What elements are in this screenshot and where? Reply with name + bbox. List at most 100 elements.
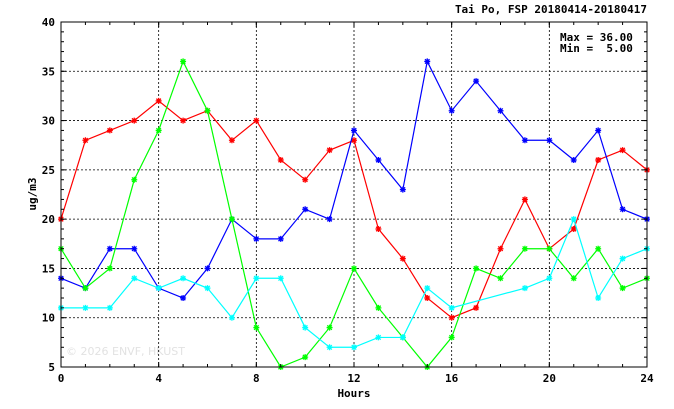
- data-point-marker: [448, 304, 455, 311]
- data-point-marker: [155, 97, 162, 104]
- data-point-marker: [473, 304, 480, 311]
- data-point-marker: [131, 117, 138, 124]
- data-point-marker: [253, 324, 260, 331]
- data-point-marker: [497, 275, 504, 282]
- data-point-marker: [228, 314, 235, 321]
- data-point-marker: [546, 275, 553, 282]
- max-stat: Max = 36.00: [560, 31, 633, 44]
- data-point-marker: [375, 157, 382, 163]
- series-layer: [58, 58, 650, 370]
- data-point-marker: [521, 196, 528, 203]
- data-point-marker: [473, 78, 480, 85]
- data-point-marker: [326, 344, 333, 351]
- data-point-marker: [277, 235, 284, 242]
- data-point-marker: [448, 334, 455, 341]
- data-point-marker: [82, 137, 89, 144]
- grid: [61, 22, 647, 367]
- x-tick-label: 4: [155, 372, 162, 385]
- data-point-marker: [253, 275, 260, 282]
- x-tick-label: 24: [640, 372, 654, 385]
- data-point-marker: [570, 157, 577, 163]
- data-point-marker: [326, 147, 333, 154]
- data-point-marker: [253, 235, 260, 242]
- data-point-marker: [180, 275, 187, 282]
- x-tick-label: 12: [347, 372, 360, 385]
- data-point-marker: [253, 117, 260, 124]
- data-point-marker: [375, 334, 382, 341]
- data-point-marker: [473, 265, 480, 272]
- data-point-marker: [448, 107, 455, 114]
- data-point-marker: [399, 334, 406, 341]
- data-point-marker: [546, 245, 553, 252]
- data-point-marker: [180, 295, 187, 301]
- data-point-marker: [351, 127, 357, 134]
- x-tick-label: 0: [58, 372, 65, 385]
- data-point-marker: [106, 127, 113, 134]
- data-point-marker: [302, 206, 309, 213]
- data-point-marker: [595, 245, 602, 252]
- data-point-marker: [619, 255, 626, 262]
- data-point-marker: [619, 147, 626, 154]
- data-point-marker: [521, 245, 528, 252]
- data-point-marker: [448, 314, 455, 321]
- data-point-marker: [82, 285, 89, 292]
- data-point-marker: [82, 304, 89, 311]
- data-point-marker: [106, 304, 113, 311]
- watermark: © 2026 ENVF, HKUST: [66, 345, 185, 358]
- data-point-marker: [302, 354, 309, 361]
- y-tick-label: 5: [48, 361, 55, 374]
- data-point-marker: [106, 245, 113, 252]
- chart-title: Tai Po, FSP 20180414-20180417: [455, 3, 647, 16]
- data-point-marker: [546, 137, 553, 144]
- data-point-marker: [351, 344, 357, 351]
- data-point-marker: [228, 137, 235, 144]
- min-stat: Min = 5.00: [560, 42, 633, 55]
- y-tick-label: 10: [42, 312, 55, 325]
- y-tick-label: 40: [42, 16, 55, 29]
- data-point-marker: [228, 216, 235, 223]
- data-point-marker: [399, 255, 406, 262]
- data-point-marker: [424, 295, 431, 301]
- x-tick-label: 20: [543, 372, 556, 385]
- data-point-marker: [351, 137, 357, 144]
- x-tick-label: 8: [253, 372, 260, 385]
- data-point-marker: [155, 285, 162, 292]
- data-point-marker: [399, 186, 406, 193]
- data-point-marker: [497, 245, 504, 252]
- data-point-marker: [570, 275, 577, 282]
- data-point-marker: [204, 285, 211, 292]
- data-point-marker: [131, 275, 138, 282]
- y-tick-label: 20: [42, 213, 55, 226]
- data-point-marker: [424, 58, 431, 65]
- data-point-marker: [595, 157, 602, 163]
- data-point-marker: [180, 58, 187, 65]
- data-point-marker: [497, 107, 504, 114]
- y-tick-label: 25: [42, 164, 55, 177]
- data-point-marker: [570, 226, 577, 232]
- data-point-marker: [131, 245, 138, 252]
- data-point-marker: [375, 304, 382, 311]
- x-axis-title: Hours: [337, 387, 370, 400]
- data-point-marker: [521, 137, 528, 144]
- y-axis-title: ug/m3: [26, 177, 39, 210]
- axis-ticks: 0 4 8 12 16 20 24 5 10 15 20 25 30 35 40: [42, 16, 654, 385]
- y-tick-label: 35: [42, 65, 55, 78]
- data-point-marker: [302, 176, 309, 183]
- y-tick-label: 30: [42, 115, 55, 128]
- data-point-marker: [326, 216, 333, 223]
- data-point-marker: [570, 216, 577, 223]
- data-point-marker: [106, 265, 113, 272]
- series-3: [58, 58, 650, 370]
- data-point-marker: [204, 107, 211, 114]
- data-point-marker: [302, 324, 309, 331]
- y-tick-label: 15: [42, 262, 55, 275]
- data-point-marker: [180, 117, 187, 124]
- data-point-marker: [131, 176, 138, 183]
- data-point-marker: [351, 265, 357, 272]
- data-point-marker: [155, 127, 162, 134]
- data-point-marker: [619, 206, 626, 213]
- data-point-marker: [424, 285, 431, 292]
- data-point-marker: [277, 275, 284, 282]
- data-point-marker: [375, 226, 382, 232]
